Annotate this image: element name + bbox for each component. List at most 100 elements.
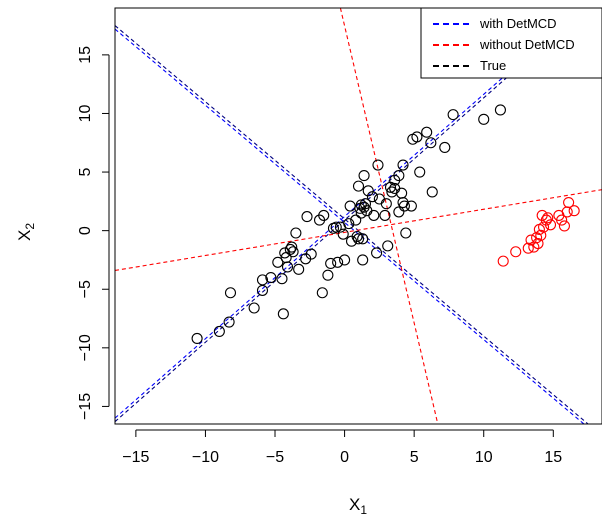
point-series-0-72	[414, 166, 426, 178]
point-series-1-1	[510, 246, 522, 258]
point-series-0-23	[316, 287, 328, 299]
point-series-0-21	[305, 248, 317, 260]
point-series-0-50	[366, 191, 378, 203]
y-axis: −15 −10 −5 0 5 10 15	[77, 46, 110, 420]
point-series-1-3	[525, 234, 537, 246]
point-series-0-8	[272, 256, 284, 268]
point-series-0-66	[397, 159, 409, 171]
point-series-1-12	[542, 212, 554, 224]
point-series-0-62	[393, 206, 405, 218]
point-series-0-38	[352, 180, 365, 192]
point-series-0-49	[362, 185, 374, 197]
point-series-0-69	[405, 200, 417, 212]
y-axis-title: X2	[15, 223, 37, 241]
x-tick-label: 15	[544, 449, 562, 466]
legend-label-with-detmcd: with DetMCD	[479, 16, 557, 31]
point-series-0-4	[248, 302, 260, 314]
point-series-0-34	[344, 200, 356, 212]
point-series-0-43	[357, 254, 369, 266]
point-series-0-76	[439, 141, 451, 153]
point-series-1-10	[538, 221, 550, 233]
x-tick-label: −15	[122, 449, 149, 466]
point-series-0-41	[355, 207, 367, 219]
point-series-0-68	[400, 227, 412, 239]
point-series-0-57	[382, 240, 394, 252]
point-series-0-52	[371, 247, 383, 259]
point-series-1-0	[497, 255, 509, 267]
x-tick-label: 0	[340, 449, 349, 466]
point-series-0-64	[396, 187, 408, 199]
x-tick-label: 5	[410, 449, 419, 466]
y-tick-label: 15	[77, 46, 94, 64]
point-series-0-9	[276, 273, 288, 285]
point-series-1-6	[532, 237, 544, 250]
x-tick-label: −10	[192, 449, 219, 466]
point-series-0-39	[352, 233, 365, 245]
point-series-0-26	[325, 257, 337, 270]
point-series-0-44	[357, 233, 369, 245]
point-series-1-15	[556, 214, 568, 226]
legend-label-without-detmcd: without DetMCD	[479, 37, 575, 52]
point-series-0-75	[426, 186, 438, 198]
point-series-0-67	[398, 200, 410, 212]
point-series-0-20	[301, 211, 313, 223]
plot-frame	[114, 7, 602, 425]
x-tick-label: −5	[266, 449, 284, 466]
point-series-0-24	[318, 209, 330, 221]
point-series-0-42	[355, 199, 367, 211]
y-tick-label: 5	[77, 168, 94, 177]
point-series-0-17	[290, 227, 302, 239]
point-series-0-53	[372, 159, 384, 171]
point-series-0-47	[359, 198, 372, 210]
point-series-0-14	[284, 243, 296, 255]
y-tick-label: 0	[77, 226, 94, 235]
point-series-1-18	[563, 196, 575, 209]
point-series-0-56	[380, 198, 392, 210]
point-series-1-19	[568, 205, 580, 217]
point-series-0-55	[379, 209, 391, 221]
point-series-0-29	[332, 256, 344, 268]
legend-label-true: True	[480, 58, 506, 73]
point-series-0-13	[281, 261, 294, 273]
point-series-0-11	[279, 247, 291, 259]
point-series-0-51	[368, 209, 380, 221]
point-series-0-31	[337, 228, 349, 240]
point-series-0-18	[293, 263, 305, 275]
point-series-0-1	[213, 325, 225, 337]
point-series-0-3	[224, 287, 237, 299]
point-series-0-5	[256, 284, 269, 296]
point-series-0-63	[393, 170, 405, 182]
point-series-1-2	[522, 242, 534, 254]
point-series-0-36	[350, 214, 362, 226]
legend-box	[420, 7, 602, 79]
point-series-0-7	[265, 271, 277, 284]
point-series-0-28	[330, 221, 342, 233]
x-axis-title-subscript: 1	[360, 503, 367, 517]
point-series-0-77	[447, 109, 459, 121]
y-tick-label: −5	[77, 280, 94, 298]
point-series-0-25	[322, 269, 334, 281]
point-series-0-73	[421, 126, 433, 138]
point-series-0-78	[478, 113, 490, 125]
point-series-0-32	[339, 254, 351, 266]
point-series-1-17	[561, 206, 573, 218]
point-series-0-54	[373, 193, 385, 205]
x-axis: −15 −10 −5 0 5 10 15	[122, 429, 562, 466]
line-without-detmcd-1	[339, 8, 439, 424]
legend: with DetMCD without DetMCD True	[420, 7, 602, 79]
y-tick-label: 10	[77, 104, 94, 122]
point-series-0-37	[351, 230, 363, 243]
point-series-0-33	[343, 218, 355, 230]
point-series-1-8	[535, 229, 547, 241]
y-tick-label: −10	[77, 334, 94, 361]
point-series-0-16	[287, 246, 299, 258]
point-series-1-16	[558, 220, 570, 232]
line-without-detmcd-0	[115, 189, 602, 272]
x-axis-title: X1	[349, 495, 367, 517]
point-series-0-6	[256, 274, 269, 286]
y-axis-title-subscript: 2	[23, 223, 37, 230]
point-series-0-0	[191, 332, 203, 345]
point-series-0-10	[277, 308, 289, 320]
point-series-0-74	[425, 137, 437, 149]
